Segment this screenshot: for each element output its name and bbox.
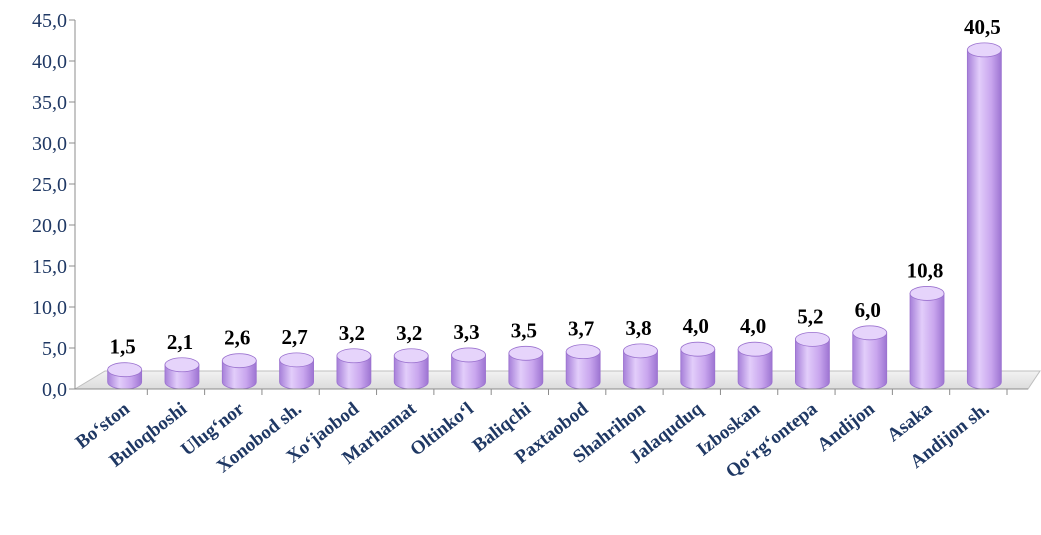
y-tick-label: 5,0 xyxy=(42,338,67,360)
bar-top xyxy=(565,344,601,360)
data-label: 6,0 xyxy=(855,298,881,322)
data-label: 40,5 xyxy=(964,15,1001,39)
data-label: 2,7 xyxy=(281,325,307,349)
bar-top xyxy=(451,347,486,363)
y-tick-label: 40,0 xyxy=(32,51,67,73)
y-tick-label: 15,0 xyxy=(32,256,67,278)
bar xyxy=(795,331,830,390)
bars xyxy=(107,42,1002,390)
bar xyxy=(107,362,143,390)
data-label: 3,5 xyxy=(511,318,537,342)
y-tick-label: 35,0 xyxy=(32,92,67,114)
data-label: 3,2 xyxy=(339,321,365,345)
bar-top xyxy=(795,331,830,347)
bar-top xyxy=(680,341,716,357)
y-tick-label: 45,0 xyxy=(32,10,67,32)
x-tick-label: Andijon xyxy=(813,398,879,456)
data-label: 4,0 xyxy=(683,314,709,338)
data-label: 4,0 xyxy=(740,314,766,338)
bar xyxy=(909,286,945,390)
chart-floor-plane xyxy=(73,370,1041,390)
bar xyxy=(393,348,429,390)
bar-body xyxy=(909,293,945,390)
bar-top xyxy=(737,341,773,357)
data-label: 3,7 xyxy=(568,317,594,341)
y-tick-label: 30,0 xyxy=(32,133,67,155)
y-axis: 0,0 5,0 10,0 15,0 20,0 25,0 30,0 35,0 40,0 45,0 xyxy=(32,10,76,401)
y-tick-label: 20,0 xyxy=(32,215,67,237)
bar xyxy=(737,341,773,390)
bar xyxy=(966,42,1002,390)
data-labels: 1,5 2,1 2,6 2,7 3,2 3,2 3,3 3,5 3,7 3,8 4,0 4,0 5,2 6… xyxy=(110,15,1001,359)
data-label: 2,6 xyxy=(224,326,250,350)
bar xyxy=(221,353,257,390)
bar xyxy=(164,357,200,390)
data-label: 5,2 xyxy=(797,304,823,328)
bar-top xyxy=(164,357,200,373)
data-label: 1,5 xyxy=(110,335,136,359)
data-label: 3,8 xyxy=(625,316,651,340)
chart-floor xyxy=(73,370,1041,390)
bar-top xyxy=(909,286,945,301)
bar-top xyxy=(852,325,888,341)
bar xyxy=(680,341,716,390)
bar-body xyxy=(966,49,1002,390)
bar xyxy=(451,347,486,390)
bar-top xyxy=(623,343,658,359)
y-tick-label: 10,0 xyxy=(32,297,67,319)
x-tick-label: Oltinko‘l xyxy=(406,398,477,460)
bar xyxy=(508,345,544,390)
bar xyxy=(623,343,658,390)
bar-top xyxy=(107,362,143,378)
data-label: 2,1 xyxy=(167,330,193,354)
bar-body xyxy=(852,332,888,390)
data-label: 3,2 xyxy=(396,321,422,345)
bar xyxy=(852,325,888,390)
bar-top xyxy=(336,348,372,364)
bar-top xyxy=(966,42,1002,58)
y-tick-label: 25,0 xyxy=(32,174,67,196)
bar-top xyxy=(393,348,429,364)
bar xyxy=(336,348,372,390)
data-label: 3,3 xyxy=(453,320,479,344)
data-label: 10,8 xyxy=(907,258,944,282)
bar-top xyxy=(279,352,314,368)
bar-top xyxy=(508,345,544,361)
bar xyxy=(565,344,601,390)
bar-body xyxy=(795,338,830,390)
bar xyxy=(279,352,314,390)
y-tick-label: 0,0 xyxy=(42,379,67,401)
bar-top xyxy=(221,353,257,369)
